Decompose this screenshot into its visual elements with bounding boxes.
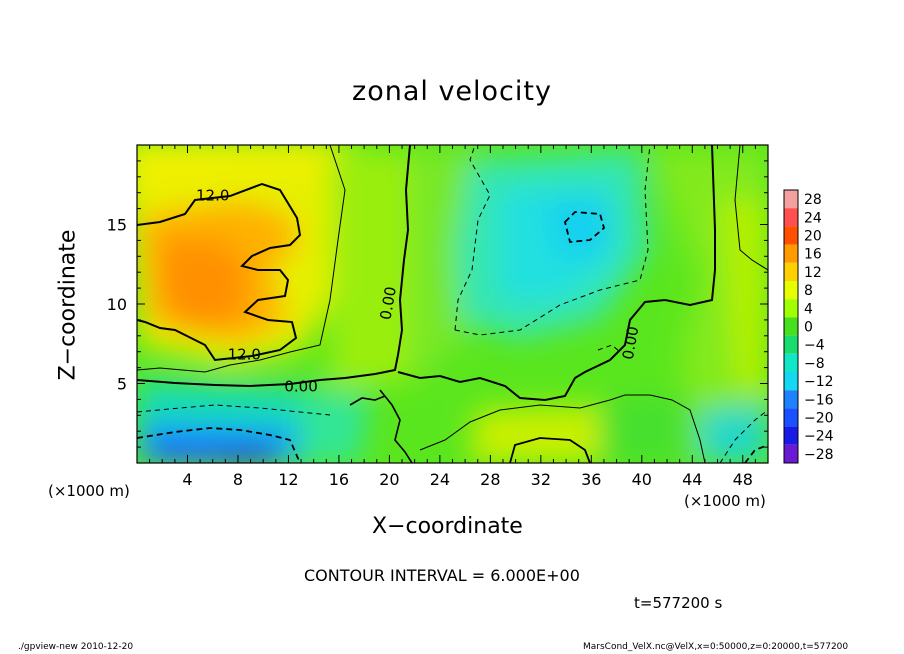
chart-title: zonal velocity bbox=[352, 76, 552, 107]
x-tick-label: 36 bbox=[581, 470, 601, 489]
time-label: t=577200 s bbox=[634, 594, 723, 612]
colorbar-label: 12 bbox=[804, 265, 822, 281]
x-tick-label: 32 bbox=[531, 470, 551, 489]
x-tick-label: 44 bbox=[682, 470, 702, 489]
colorbar-swatch bbox=[784, 190, 798, 209]
svg-text:0.00: 0.00 bbox=[619, 325, 643, 361]
x-tick-label: 16 bbox=[329, 470, 349, 489]
colorbar-swatch bbox=[784, 317, 798, 336]
colorbar-label: 28 bbox=[804, 192, 822, 208]
x-tick-label: 24 bbox=[430, 470, 450, 489]
colorbar-label: −16 bbox=[804, 392, 834, 408]
contour-labels: 12.0 12.0 0.00 0.00 0.00 bbox=[196, 187, 642, 396]
y-tick-label: 15 bbox=[107, 216, 127, 235]
footer-program-label: ./gpview-new 2010-12-20 bbox=[18, 642, 134, 652]
colorbar-swatch bbox=[784, 335, 798, 354]
contour-label: 0.00 bbox=[284, 377, 317, 395]
svg-text:12.0: 12.0 bbox=[228, 346, 261, 364]
colorbar-swatch bbox=[784, 299, 798, 318]
colorbar-swatch bbox=[784, 444, 798, 463]
y-axis-label: Z−coordinate bbox=[55, 229, 81, 381]
contour-label: 0.00 bbox=[619, 325, 643, 361]
x-tick-label: 48 bbox=[733, 470, 753, 489]
x-axis-label: X−coordinate bbox=[372, 514, 523, 539]
x-tick-label: 4 bbox=[182, 470, 192, 489]
colorbar-swatch bbox=[784, 226, 798, 245]
colorbar-swatch bbox=[784, 426, 798, 445]
svg-text:0.00: 0.00 bbox=[284, 377, 317, 395]
y-tick-label: 5 bbox=[117, 375, 127, 394]
colorbar-swatch bbox=[784, 408, 798, 427]
colorbar-swatch bbox=[784, 390, 798, 409]
colorbar-label: −8 bbox=[804, 356, 825, 372]
x-tick-label: 40 bbox=[632, 470, 652, 489]
colorbar: 28 24 20 16 12 8 4 0 −4 −8 −12 −16 −20 −24 −28 bbox=[783, 189, 834, 464]
colorbar-label: −24 bbox=[804, 429, 834, 445]
contour-label: 12.0 bbox=[196, 187, 229, 205]
colorbar-label: 16 bbox=[804, 247, 822, 263]
velocity-field: 12.0 12.0 0.00 0.00 0.00 bbox=[137, 145, 768, 463]
x-unit-label-right: (×1000 m) bbox=[684, 492, 766, 510]
x-unit-label-left: (×1000 m) bbox=[48, 482, 130, 500]
colorbar-swatch bbox=[784, 281, 798, 300]
colorbar-label: 4 bbox=[804, 301, 813, 317]
svg-text:0.00: 0.00 bbox=[376, 285, 400, 321]
colorbar-label: −28 bbox=[804, 447, 834, 463]
colorbar-label: −20 bbox=[804, 411, 834, 427]
colorbar-swatch bbox=[784, 262, 798, 281]
colorbar-label: 8 bbox=[804, 283, 813, 299]
colorbar-label: 24 bbox=[804, 210, 822, 226]
colorbar-label: 0 bbox=[804, 320, 813, 336]
footer-data-source-label: MarsCond_VelX.nc@VelX,x=0:50000,z=0:2000… bbox=[583, 642, 849, 652]
colorbar-swatch bbox=[784, 244, 798, 263]
contour-label: 0.00 bbox=[376, 285, 400, 321]
colorbar-swatch bbox=[784, 372, 798, 391]
colorbar-label: −4 bbox=[804, 338, 825, 354]
colorbar-label: −12 bbox=[804, 374, 834, 390]
y-tick-label: 10 bbox=[107, 295, 127, 314]
colorbar-label: 20 bbox=[804, 229, 822, 245]
svg-text:12.0: 12.0 bbox=[196, 187, 229, 205]
axis-ticks bbox=[137, 145, 768, 463]
x-tick-label: 28 bbox=[480, 470, 500, 489]
colorbar-swatch bbox=[784, 208, 798, 227]
colorbar-swatch bbox=[784, 353, 798, 372]
contour-label: 12.0 bbox=[228, 346, 261, 364]
contour-interval-label: CONTOUR INTERVAL = 6.000E+00 bbox=[304, 566, 580, 585]
x-tick-label: 20 bbox=[379, 470, 399, 489]
x-tick-label: 12 bbox=[278, 470, 298, 489]
x-tick-label: 8 bbox=[233, 470, 243, 489]
colorbar-frame bbox=[783, 189, 799, 464]
